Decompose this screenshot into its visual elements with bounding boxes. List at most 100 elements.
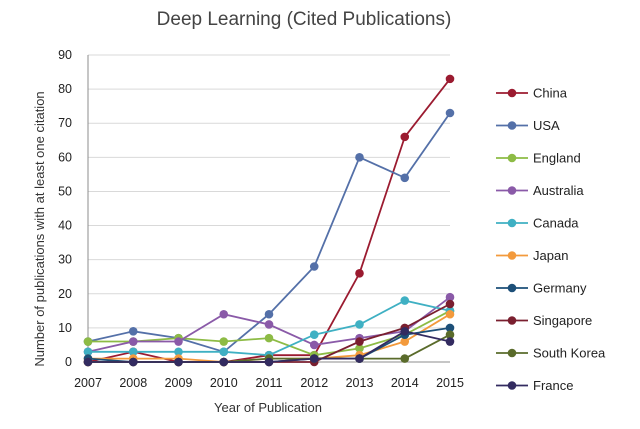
data-point — [400, 296, 410, 305]
x-tick-labels: 2007 2008 2009 2010 2011 2012 2013 2014 2015 — [74, 376, 464, 390]
legend-label: Canada — [533, 216, 579, 231]
grid — [88, 54, 450, 363]
data-point — [264, 357, 274, 367]
legend-label: USA — [533, 118, 560, 133]
data-point — [445, 108, 455, 118]
y-tick-label: 70 — [58, 116, 72, 130]
series-group — [83, 74, 455, 367]
y-tick-label: 40 — [58, 219, 72, 233]
legend-label: France — [533, 378, 573, 393]
legend-swatch-marker — [507, 153, 517, 163]
data-point — [445, 323, 455, 333]
data-point — [355, 153, 364, 162]
legend-item: China — [496, 86, 568, 101]
x-tick-label: 2011 — [256, 376, 283, 390]
legend-item: USA — [496, 118, 560, 133]
data-point — [355, 344, 364, 353]
data-point — [219, 347, 229, 357]
data-point — [174, 347, 183, 357]
data-point — [400, 327, 410, 336]
data-point — [128, 347, 138, 357]
legend-swatch-marker — [507, 218, 517, 228]
x-tick-label: 2014 — [391, 376, 419, 390]
data-point — [174, 337, 183, 346]
data-point — [83, 347, 93, 357]
x-tick-label: 2008 — [119, 376, 147, 390]
legend-label: England — [533, 151, 581, 166]
data-point — [219, 309, 229, 319]
data-point — [355, 354, 364, 363]
legend-item: Germany — [496, 281, 587, 296]
data-point — [128, 357, 138, 367]
legend-swatch-marker — [507, 186, 517, 195]
y-axis-label: Number of publications with at least one… — [32, 91, 47, 366]
legend-swatch-marker — [507, 251, 517, 260]
x-tick-label: 2012 — [300, 376, 328, 390]
data-point — [264, 333, 274, 343]
legend-swatch-marker — [507, 316, 517, 325]
legend-label: China — [533, 86, 568, 101]
legend-swatch-marker — [507, 88, 517, 98]
data-point — [400, 173, 410, 183]
data-point — [445, 309, 455, 319]
y-tick-label: 30 — [58, 253, 72, 267]
y-tick-label: 0 — [65, 355, 72, 369]
legend-label: Singapore — [533, 313, 592, 328]
data-point — [400, 354, 410, 363]
data-point — [309, 340, 319, 350]
data-point — [83, 337, 93, 346]
data-point — [264, 309, 274, 319]
data-point — [355, 337, 364, 346]
x-tick-label: 2010 — [210, 376, 238, 390]
data-point — [174, 357, 183, 367]
data-point — [83, 357, 93, 367]
y-tick-label: 80 — [58, 82, 72, 96]
data-point — [445, 337, 455, 346]
x-tick-label: 2015 — [436, 376, 464, 390]
data-point — [264, 320, 274, 329]
series-line — [87, 78, 451, 363]
data-point — [400, 337, 410, 346]
data-point — [128, 337, 138, 346]
y-tick-label: 60 — [58, 150, 72, 164]
data-point — [309, 262, 319, 271]
legend-swatch-marker — [507, 283, 517, 293]
data-point — [445, 299, 455, 309]
data-point — [355, 320, 364, 329]
series-australia — [83, 292, 455, 357]
legend-item: Singapore — [496, 313, 592, 328]
series-france — [83, 327, 455, 367]
y-tick-labels: 0 10 20 30 40 50 60 70 80 90 — [58, 48, 72, 369]
y-tick-label: 50 — [58, 184, 72, 198]
data-point — [355, 269, 364, 278]
chart-title: Deep Learning (Cited Publications) — [157, 9, 452, 30]
legend-label: Australia — [533, 183, 584, 198]
legend-swatch-marker — [507, 348, 517, 358]
data-point — [219, 337, 229, 346]
data-point — [400, 132, 410, 142]
x-tick-label: 2007 — [74, 376, 102, 390]
legend-label: South Korea — [533, 346, 606, 361]
data-point — [309, 330, 319, 340]
data-point — [445, 330, 455, 340]
legend-label: Japan — [533, 248, 568, 263]
legend-item: South Korea — [496, 346, 606, 361]
y-tick-label: 20 — [58, 287, 72, 301]
legend-swatch-marker — [507, 381, 517, 390]
legend-item: Australia — [496, 183, 584, 198]
data-point — [445, 292, 455, 302]
data-point — [445, 74, 455, 84]
legend: China USA England Australia Canada Japan Germa… — [496, 86, 606, 393]
legend-item: Japan — [496, 248, 568, 263]
data-point — [219, 357, 229, 367]
x-axis-label: Year of Publication — [214, 400, 322, 415]
legend-item: Canada — [496, 216, 579, 231]
series-usa — [83, 108, 455, 357]
y-tick-label: 90 — [58, 48, 72, 62]
data-point — [128, 327, 138, 336]
legend-item: France — [496, 378, 573, 393]
x-tick-label: 2009 — [165, 376, 193, 390]
legend-swatch-marker — [507, 121, 517, 130]
x-tick-label: 2013 — [346, 376, 374, 390]
